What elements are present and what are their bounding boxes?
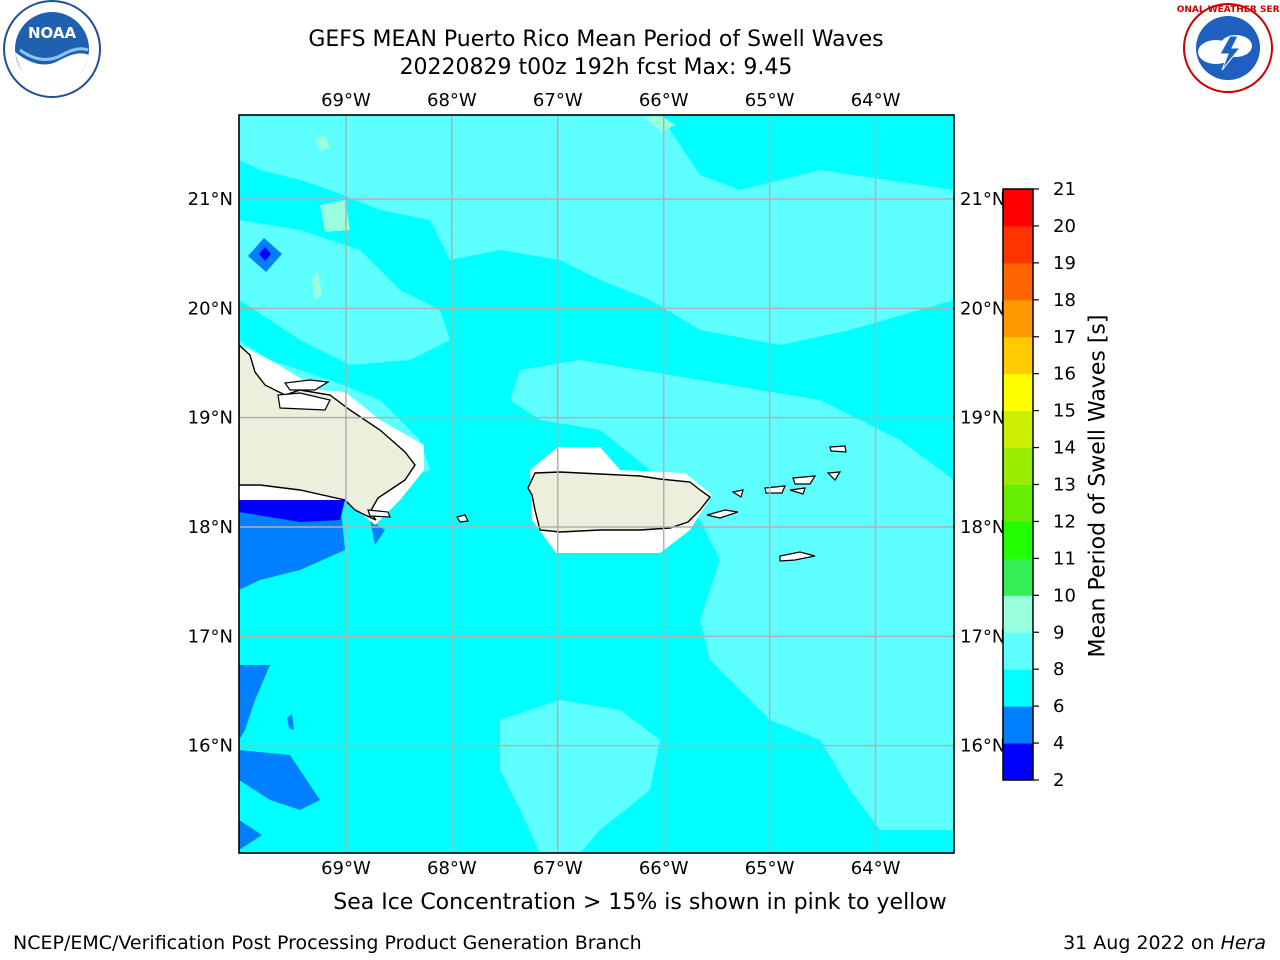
colorbar-tick-label: 6 xyxy=(1053,696,1064,717)
map-frame xyxy=(238,114,955,854)
colorbar-ticks: 2 4 6 8 9 10 11 12 13 14 15 16 17 18 19 20 21 xyxy=(1033,179,1076,791)
lon-label-bottom: 67°W xyxy=(533,858,583,879)
nws-logo-text: NATIONAL WEATHER SERVICE xyxy=(1176,5,1280,15)
lon-label-top: 68°W xyxy=(427,90,477,111)
colorbar-tick-label: 21 xyxy=(1053,179,1076,200)
lat-label-left: 16°N xyxy=(188,736,233,757)
lat-label-left: 19°N xyxy=(188,408,233,429)
colorbar-segment xyxy=(1003,595,1033,633)
lat-label-left: 20°N xyxy=(188,298,233,319)
colorbar-tick-label: 15 xyxy=(1053,401,1076,422)
noaa-logo: NOAA xyxy=(3,0,101,98)
lat-label-right: 19°N xyxy=(960,408,1005,429)
colorbar xyxy=(1002,188,1034,781)
colorbar-segment xyxy=(1003,225,1033,264)
lon-labels-bottom: 69°W 68°W 67°W 66°W 65°W 64°W xyxy=(321,858,901,879)
colorbar-segment xyxy=(1003,299,1033,338)
colorbar-tick-label: 2 xyxy=(1053,770,1064,791)
chart-title-line2: 20220829 t00z 192h fcst Max: 9.45 xyxy=(399,55,793,80)
lat-label-left: 21°N xyxy=(188,189,233,210)
colorbar-tick-label: 12 xyxy=(1053,511,1076,532)
swell-2-4-contours xyxy=(239,247,345,522)
lat-label-right: 20°N xyxy=(960,298,1005,319)
lon-label-bottom: 69°W xyxy=(321,858,371,879)
colorbar-segment xyxy=(1003,743,1033,781)
colorbar-segment xyxy=(1003,521,1033,559)
colorbar-tick-label: 20 xyxy=(1053,216,1076,237)
colorbar-tick-label: 14 xyxy=(1053,438,1076,459)
footer-machine: Hera xyxy=(1220,932,1266,954)
footer-date-text: 31 Aug 2022 on xyxy=(1063,932,1221,954)
colorbar-tick-label: 8 xyxy=(1053,659,1064,680)
colorbar-segment xyxy=(1003,189,1033,227)
colorbar-segment xyxy=(1003,632,1033,670)
footer-branch: NCEP/EMC/Verification Post Processing Pr… xyxy=(13,932,642,954)
colorbar-tick-label: 17 xyxy=(1053,327,1076,348)
lat-label-right: 18°N xyxy=(960,517,1005,538)
colorbar-segment xyxy=(1003,484,1033,522)
lon-label-top: 69°W xyxy=(321,90,371,111)
map-area xyxy=(239,115,954,853)
colorbar-segment xyxy=(1003,336,1033,375)
colorbar-tick-label: 11 xyxy=(1053,548,1076,569)
chart-title-line1: GEFS MEAN Puerto Rico Mean Period of Swe… xyxy=(308,27,884,52)
colorbar-segment xyxy=(1003,262,1033,301)
map-gridlines xyxy=(239,115,954,853)
lon-label-bottom: 64°W xyxy=(851,858,901,879)
colorbar-segment xyxy=(1003,669,1033,707)
colorbar-segment xyxy=(1003,558,1033,596)
footer-date: 31 Aug 2022 on Hera xyxy=(1063,932,1266,954)
land-polygons xyxy=(239,344,712,533)
lon-label-bottom: 66°W xyxy=(639,858,689,879)
colorbar-label: Mean Period of Swell Waves [s] xyxy=(1085,314,1111,658)
colorbar-tick-label: 16 xyxy=(1053,364,1076,385)
lat-label-left: 18°N xyxy=(188,517,233,538)
colorbar-tick-label: 10 xyxy=(1053,585,1076,606)
sea-ice-note: Sea Ice Concentration > 15% is shown in … xyxy=(333,890,947,915)
lat-label-right: 16°N xyxy=(960,736,1005,757)
lon-labels-top: 69°W 68°W 67°W 66°W 65°W 64°W xyxy=(321,90,901,111)
colorbar-tick-label: 19 xyxy=(1053,253,1076,274)
lon-label-top: 67°W xyxy=(533,90,583,111)
colorbar-tick-label: 18 xyxy=(1053,290,1076,311)
swell-9-10-contours xyxy=(312,115,675,300)
noaa-logo-text: NOAA xyxy=(28,24,77,42)
lat-labels-left: 21°N 20°N 19°N 18°N 17°N 16°N xyxy=(188,189,233,757)
colorbar-tick-label: 9 xyxy=(1053,622,1064,643)
lon-label-top: 65°W xyxy=(745,90,795,111)
lon-label-top: 66°W xyxy=(639,90,689,111)
colorbar-segment xyxy=(1003,706,1033,744)
island-outlines xyxy=(277,379,847,562)
lat-label-left: 17°N xyxy=(188,626,233,647)
lon-label-bottom: 65°W xyxy=(745,858,795,879)
lon-label-bottom: 68°W xyxy=(427,858,477,879)
lat-labels-right: 21°N 20°N 19°N 18°N 17°N 16°N xyxy=(960,189,1005,757)
colorbar-segment xyxy=(1003,410,1033,449)
colorbar-tick-label: 13 xyxy=(1053,475,1076,496)
colorbar-segment xyxy=(1003,447,1033,485)
colorbar-tick-label: 4 xyxy=(1053,733,1064,754)
lat-label-right: 17°N xyxy=(960,626,1005,647)
nws-logo: NATIONAL WEATHER SERVICE xyxy=(1176,3,1280,93)
lon-label-top: 64°W xyxy=(851,90,901,111)
lat-label-right: 21°N xyxy=(960,189,1005,210)
colorbar-segment xyxy=(1003,373,1033,412)
swell-4-6-contours xyxy=(239,238,385,850)
